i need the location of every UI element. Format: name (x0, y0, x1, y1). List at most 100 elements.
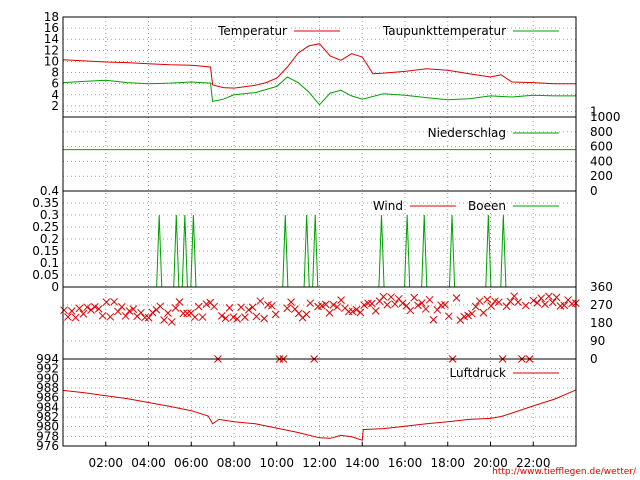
wind-direction-point (117, 303, 126, 311)
wind-direction-point (379, 292, 388, 301)
wind-direction-point (383, 300, 392, 309)
y-tick-label: 1 (590, 104, 598, 118)
y-tick-label: 16 (44, 21, 59, 35)
wind-direction-point (237, 303, 245, 312)
wind-direction-point (125, 307, 134, 315)
legend-label: Temperatur (217, 24, 287, 38)
y-tick-label: 10 (44, 54, 59, 68)
y-tick-label: 976 (36, 439, 59, 453)
wind-direction-point (191, 313, 199, 322)
wind-direction-point (468, 309, 476, 318)
y-tick-label: 992 (36, 362, 59, 376)
wind-direction-point (302, 310, 311, 319)
y-tick-label: 12 (44, 43, 59, 57)
x-tick-label: 04:00 (131, 456, 166, 470)
y-tick-label: 984 (36, 400, 59, 414)
y-tick-label: 2 (51, 99, 59, 113)
wind-direction-point (160, 316, 168, 324)
footer-url: http://www.tiefflegen.de/wetter/ (492, 467, 637, 477)
y-tick-label: 4 (51, 88, 59, 102)
wind-direction-point (452, 294, 461, 302)
wind-direction-point (198, 313, 207, 321)
wind-direction-point (106, 312, 115, 321)
wind-direction-point (483, 295, 492, 304)
wind-direction-point (441, 300, 449, 309)
y-tick-label: 0.35 (32, 196, 59, 210)
wind-direction-point (391, 300, 399, 308)
wind-direction-point (429, 315, 438, 324)
wind-direction-point (225, 304, 234, 312)
wind-direction-point (75, 304, 84, 313)
x-tick-label: 02:00 (88, 456, 123, 470)
wind-direction-point (325, 308, 334, 317)
x-tick-label: 16:00 (388, 456, 423, 470)
gust-spike (173, 214, 180, 288)
y-tick-label: 270 (590, 298, 613, 312)
x-tick-label: 12:00 (302, 456, 337, 470)
y-tick-label: 0 (590, 184, 598, 198)
y-tick-label: 980 (36, 420, 59, 434)
y-tick-label: 18 (44, 10, 59, 24)
wind-direction-point (94, 305, 103, 313)
wind-direction-point (229, 313, 238, 321)
gust-spike (181, 214, 188, 288)
wind-direction-point (179, 309, 188, 318)
wind-direction-point (548, 298, 557, 307)
wind-direction-point (521, 301, 530, 310)
wind-direction-point (283, 304, 292, 313)
y-tick-label: 982 (36, 410, 59, 424)
wind-direction-point (271, 310, 280, 319)
wind-direction-point (79, 310, 88, 318)
wind-direction-point (479, 308, 488, 317)
y-tick-label: 6 (51, 77, 59, 91)
y-tick-label: 990 (36, 371, 59, 385)
wind-direction-point (337, 296, 345, 304)
y-tick-label: 0.4 (40, 184, 59, 198)
wind-direction-point (267, 301, 276, 310)
wind-direction-point (487, 302, 495, 310)
wind-direction-point (287, 298, 295, 306)
wind-direction-point (329, 301, 338, 309)
wind-direction-point (344, 307, 353, 316)
wind-direction-point (421, 305, 430, 313)
wind-direction-point (60, 306, 68, 315)
legend-label: Niederschlag (428, 126, 506, 140)
tick-labels: 02:00 04:00 06:00 08:00 10:00 12:00 14:00 16:00… (32, 10, 620, 470)
wind-direction-point (510, 292, 519, 301)
wind-direction-point (402, 301, 411, 310)
wind-direction-point (71, 313, 80, 322)
wind-direction-point (352, 305, 361, 314)
wind-direction-point (406, 306, 415, 315)
wind-direction-point (137, 308, 145, 317)
y-tick-label: 986 (36, 391, 59, 405)
wind-direction-point (471, 302, 480, 311)
x-tick-label: 22:00 (516, 456, 551, 470)
wind-direction-point (425, 295, 434, 304)
gust-spike (378, 214, 385, 288)
wind-direction-point (248, 303, 257, 312)
y-tick-label: 0 (590, 352, 598, 366)
y-tick-label: 988 (36, 381, 59, 395)
gust-spike (448, 214, 456, 288)
y-tick-label: 360 (590, 280, 613, 294)
x-tick-label: 18:00 (430, 456, 465, 470)
y-tick-label: 0.05 (32, 268, 59, 282)
wind-direction-point (102, 298, 111, 306)
y-tick-label: 14 (44, 32, 59, 46)
series-line (62, 43, 576, 89)
legend-label: Wind (373, 199, 403, 213)
gust-spike (156, 214, 163, 288)
wind-direction-point (418, 299, 426, 307)
wind-direction-point (241, 313, 249, 322)
wind-direction-point (410, 293, 419, 302)
gust-spike (485, 214, 492, 288)
x-tick-label: 08:00 (217, 456, 252, 470)
y-tick-label: 1000 (590, 110, 621, 124)
legend-label: Boeen (468, 199, 506, 213)
gust-spike (282, 214, 289, 288)
wind-direction-point (514, 298, 522, 306)
wind-direction-point (83, 303, 92, 312)
wind-direction-point (129, 305, 138, 314)
